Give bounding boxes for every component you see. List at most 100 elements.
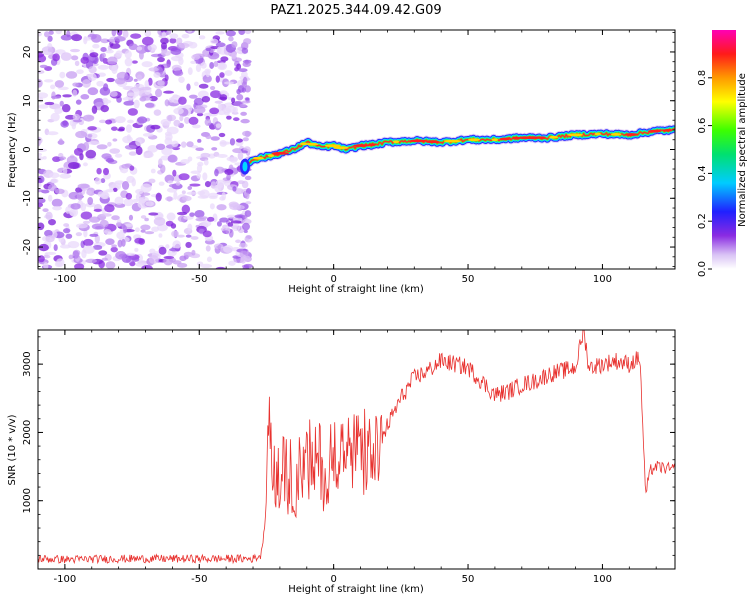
noise-blob [111, 126, 118, 131]
snr-x-tick-label: 100 [593, 574, 612, 585]
signal-hotspot [624, 133, 639, 136]
noise-blob [169, 37, 177, 44]
noise-blob [100, 178, 106, 184]
noise-blob [163, 90, 174, 94]
noise-blob [155, 143, 166, 150]
noise-blob [100, 46, 107, 53]
noise-blob [105, 49, 114, 54]
noise-blob [114, 116, 126, 124]
noise-blob [124, 50, 132, 59]
signal-hotspot [524, 136, 542, 140]
noise-blob [165, 244, 170, 249]
noise-blob [225, 30, 236, 37]
noise-blob [164, 99, 170, 107]
noise-blob [210, 38, 219, 44]
spectrogram-y-tick-label: -20 [22, 239, 33, 255]
noise-blob [223, 107, 232, 114]
noise-blob [48, 184, 57, 192]
noise-blob [198, 35, 206, 40]
noise-blob [51, 198, 63, 208]
noise-blob [158, 181, 165, 186]
noise-blob [215, 123, 222, 129]
noise-blob [185, 234, 192, 238]
noise-blob [116, 231, 125, 240]
noise-blob [191, 54, 201, 60]
noise-blob [89, 233, 99, 237]
noise-blob [83, 141, 90, 151]
noise-edge-blob [238, 68, 248, 73]
noise-blob [91, 105, 98, 114]
noise-blob [216, 221, 222, 227]
noise-edge-blob [241, 180, 249, 189]
noise-blob [216, 46, 222, 55]
noise-edge-blob [245, 201, 252, 205]
noise-blob [38, 104, 49, 109]
noise-blob [38, 156, 44, 161]
noise-blob [112, 138, 118, 142]
noise-blob [59, 156, 67, 161]
noise-blob [62, 94, 72, 98]
noise-blob [101, 192, 110, 200]
noise-blob [133, 78, 138, 82]
signal-track [239, 124, 675, 175]
noise-blob [121, 181, 130, 190]
noise-blob [157, 56, 165, 63]
noise-blob [178, 96, 187, 105]
spectrogram-x-axis-label: Height of straight line (km) [288, 284, 424, 295]
noise-blob [178, 57, 184, 66]
spectrogram-x-tick-label: 100 [593, 274, 612, 285]
noise-blob [82, 162, 88, 167]
signal-hotspot [499, 137, 511, 141]
noise-blob [200, 62, 207, 69]
snr-y-axis-label: SNR (10 * v/v) [7, 414, 18, 485]
noise-edge-blob [244, 255, 251, 262]
noise-edge-blob [244, 130, 251, 138]
noise-edge-blob [242, 214, 247, 219]
noise-blob [117, 239, 123, 248]
noise-blob [227, 222, 234, 227]
noise-edge-blob [241, 87, 246, 93]
snr-x-tick-label: -50 [191, 574, 207, 585]
noise-blob [50, 112, 60, 122]
noise-blob [72, 82, 79, 87]
noise-blob [62, 167, 68, 175]
signal-hotspot [594, 132, 602, 136]
noise-blob [189, 212, 195, 217]
noise-blob [210, 90, 222, 99]
signal-hotspot [538, 136, 546, 140]
snr-y-ticks: 1000 2000 3000 [22, 336, 675, 570]
noise-edge-blob [243, 263, 253, 269]
noise-blob [104, 204, 115, 213]
noise-blob [53, 244, 58, 252]
noise-blob [90, 33, 102, 43]
noise-blob [161, 146, 173, 156]
noise-blob [77, 183, 90, 189]
spectrogram-y-tick-label: 0 [22, 146, 33, 152]
noise-blob [97, 64, 110, 70]
noise-blob [189, 183, 201, 187]
noise-blob [115, 251, 127, 260]
noise-blob [193, 106, 206, 114]
noise-blob [45, 235, 55, 243]
noise-blob [38, 31, 43, 37]
noise-blob [101, 257, 108, 261]
noise-blob [176, 211, 188, 216]
noise-blob [81, 249, 87, 259]
noise-blob [122, 225, 128, 234]
noise-blob [144, 217, 149, 222]
noise-blob [238, 30, 246, 35]
noise-blob [87, 196, 94, 206]
noise-blob [219, 196, 226, 201]
noise-blob [60, 52, 72, 61]
noise-blob [160, 164, 166, 174]
spectrogram-x-tick-label: -50 [191, 274, 207, 285]
noise-blob [190, 236, 199, 240]
noise-blob [88, 65, 97, 74]
noise-blob [41, 51, 53, 55]
noise-edge-blob [242, 137, 249, 142]
noise-blob [48, 30, 54, 35]
snr-x-tick-label: 50 [462, 574, 475, 585]
noise-blob [191, 249, 196, 256]
